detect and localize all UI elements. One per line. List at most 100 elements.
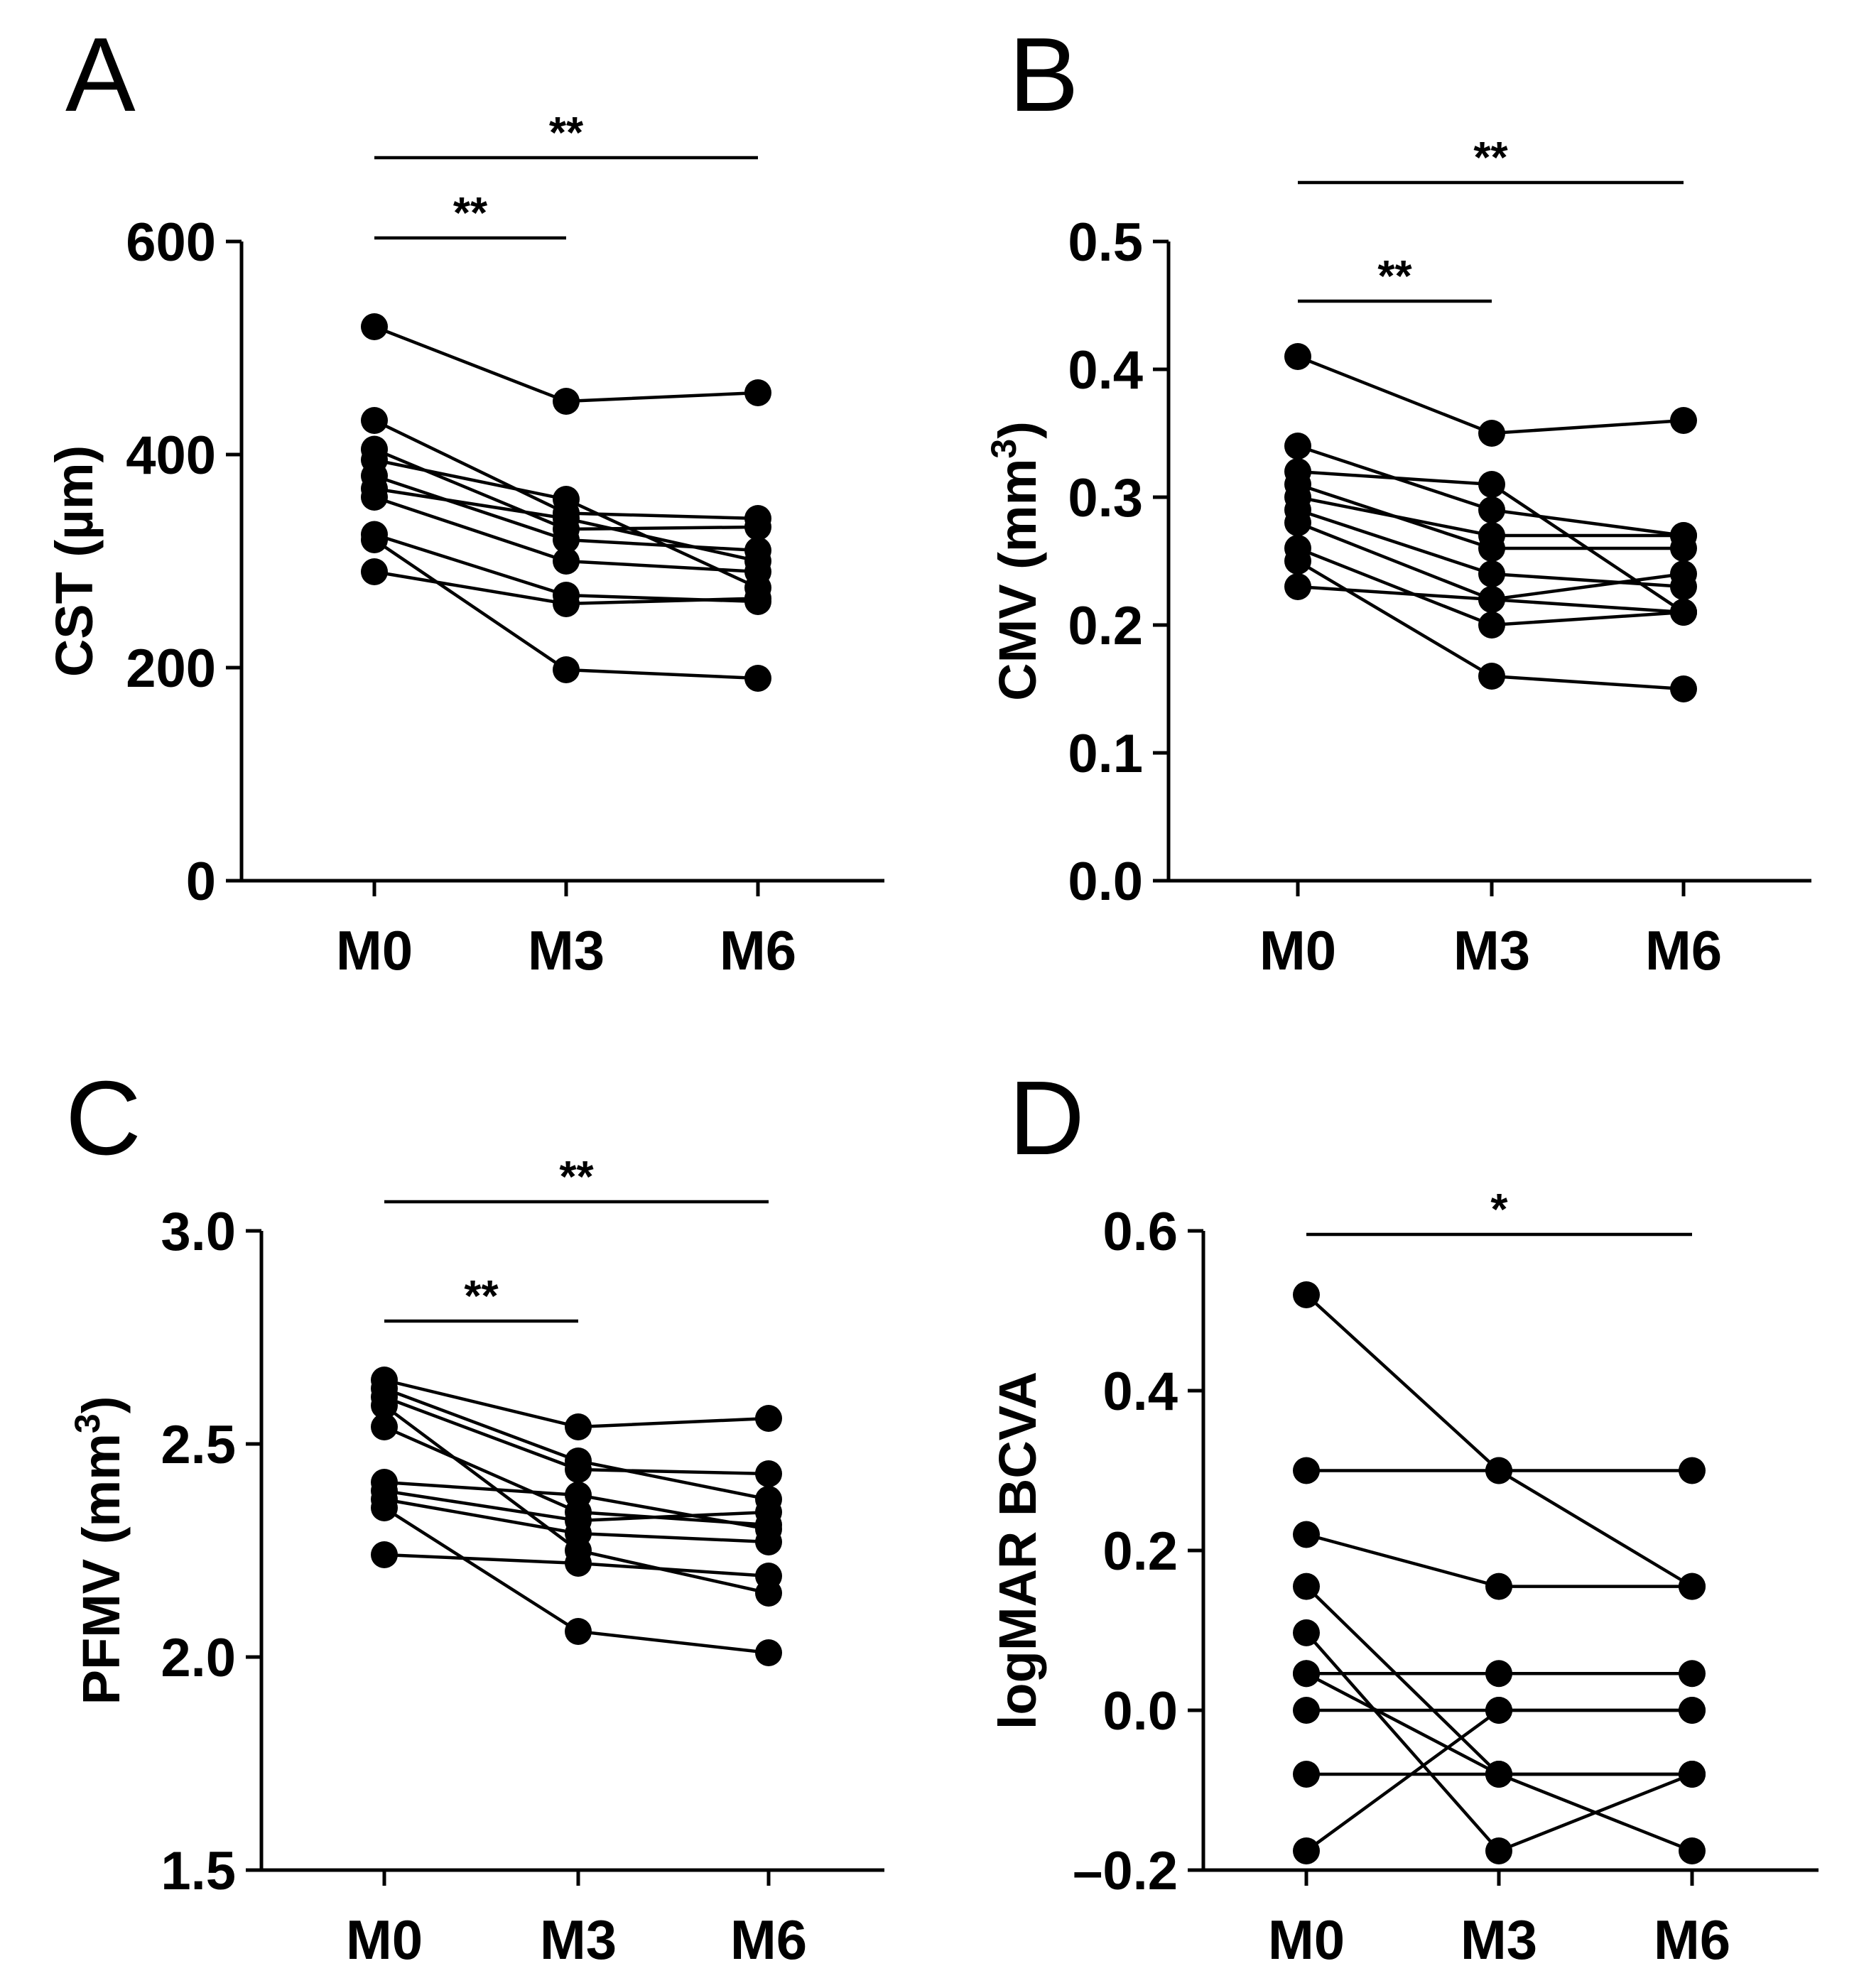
y-tick-label: 2.5 [161, 1415, 236, 1475]
data-point-subject-2 [1485, 1457, 1512, 1484]
data-point-subject-7 [553, 548, 580, 575]
data-point-subject-9 [553, 656, 580, 683]
y-tick-label: 0.4 [1068, 340, 1143, 401]
data-point-subject-4 [371, 1392, 398, 1419]
y-tick-label: 0.6 [1102, 1202, 1178, 1262]
data-point-subject-8 [1679, 1837, 1706, 1864]
data-point-subject-10 [1679, 1697, 1706, 1724]
x-tick-label: M6 [720, 919, 796, 982]
data-point-subject-1 [755, 1405, 782, 1432]
data-point-subject-2 [1293, 1457, 1320, 1484]
data-point-subject-9 [755, 1639, 782, 1666]
y-tick-label: 0.0 [1068, 852, 1143, 912]
data-point-subject-1 [553, 388, 580, 415]
data-point-subject-1 [1478, 420, 1505, 447]
data-point-subject-2 [1478, 496, 1505, 523]
data-point-subject-3 [1485, 1573, 1512, 1600]
y-tick-label: 0.0 [1102, 1681, 1178, 1742]
data-point-subject-5 [1485, 1837, 1512, 1864]
data-point-subject-3 [755, 1460, 782, 1487]
data-point-subject-10 [755, 1563, 782, 1590]
x-tick-label: M6 [1654, 1908, 1730, 1971]
x-tick-label: M6 [1645, 919, 1722, 982]
data-point-subject-8 [565, 1520, 592, 1547]
data-point-subject-10 [744, 585, 771, 612]
y-tick-label: 0.2 [1102, 1521, 1178, 1582]
significance-label: ** [559, 1153, 594, 1202]
data-point-subject-5 [553, 526, 580, 553]
y-axis-title: PFMV (mm3) [67, 1396, 131, 1705]
data-point-subject-5 [1478, 522, 1505, 549]
data-point-subject-6 [1679, 1660, 1706, 1688]
y-tick-label: 0 [186, 852, 216, 912]
data-point-subject-10 [553, 590, 580, 617]
data-point-subject-6 [1485, 1660, 1512, 1688]
y-axis-title: CMV (mm3) [984, 421, 1047, 701]
y-tick-label: 0.5 [1068, 212, 1143, 273]
data-point-subject-8 [1478, 612, 1505, 639]
panel-letter-a: A [65, 16, 136, 134]
data-point-subject-5 [1670, 522, 1697, 549]
y-tick-label: 400 [126, 425, 216, 486]
data-point-subject-9 [1485, 1761, 1512, 1788]
y-tick-label: 3.0 [161, 1202, 236, 1262]
panel-c: C 1.5 2.0 2.5 3.0 M0 M3 M6 PFMV (mm3) ** ** [65, 1060, 884, 1971]
x-tick-label: M0 [1268, 1908, 1345, 1971]
x-tick-label: M6 [730, 1908, 807, 1971]
data-point-subject-1 [744, 379, 771, 406]
data-point-subject-10 [1284, 573, 1311, 600]
data-point-subject-10 [1478, 586, 1505, 613]
data-point-subject-2 [1284, 433, 1311, 460]
data-point-subject-4 [553, 486, 580, 513]
data-point-subject-6 [1478, 560, 1505, 587]
data-point-subject-10 [565, 1550, 592, 1577]
y-tick-label: 0.3 [1068, 468, 1143, 528]
data-point-subject-9 [744, 665, 771, 692]
data-point-subject-9 [1293, 1761, 1320, 1788]
x-tick-label: M0 [346, 1908, 423, 1971]
x-tick-label: M3 [540, 1908, 617, 1971]
data-point-subject-6 [553, 505, 580, 532]
data-point-subject-3 [565, 1456, 592, 1483]
series-line-subject-1 [1305, 1293, 1693, 1588]
y-tick-label: 0.1 [1068, 724, 1143, 784]
data-point-subject-7 [1284, 509, 1311, 536]
significance-label: ** [549, 109, 584, 158]
data-point-subject-7 [755, 1499, 782, 1526]
significance-label: ** [453, 189, 488, 238]
data-point-subject-9 [1670, 675, 1697, 702]
data-point-subject-4 [1293, 1573, 1320, 1600]
data-point-subject-9 [1284, 548, 1311, 575]
x-tick-label: M0 [336, 919, 413, 982]
data-point-subject-9 [361, 526, 388, 553]
data-point-subject-9 [1478, 663, 1505, 690]
data-point-subject-1 [1293, 1281, 1320, 1308]
data-point-subject-6 [565, 1482, 592, 1509]
data-point-subject-1 [565, 1413, 592, 1440]
panel-a: A 0 200 400 600 M0 M3 M6 CST (µm) ** ** [45, 16, 884, 982]
panel-d: D –0.2 0.0 0.2 0.4 0.6 M0 M3 M6 logMAR BCVA * [988, 1060, 1819, 1971]
y-tick-label: –0.2 [1073, 1841, 1178, 1901]
data-point-subject-3 [1478, 471, 1505, 498]
data-point-subject-10 [1293, 1837, 1320, 1864]
significance-label: ** [464, 1272, 499, 1321]
data-point-subject-9 [565, 1618, 592, 1645]
panel-letter-d: D [1009, 1060, 1085, 1177]
significance-label: ** [1377, 252, 1412, 301]
y-tick-label: 200 [126, 639, 216, 699]
data-point-subject-8 [1293, 1660, 1320, 1688]
panel-letter-c: C [65, 1060, 141, 1177]
y-tick-label: 2.0 [161, 1628, 236, 1688]
data-point-subject-7 [361, 484, 388, 511]
data-point-subject-10 [1485, 1697, 1512, 1724]
data-point-subject-8 [755, 1528, 782, 1555]
x-tick-label: M0 [1259, 919, 1336, 982]
panel-letter-b: B [1009, 16, 1079, 134]
y-tick-label: 0.2 [1068, 596, 1143, 656]
data-point-subject-3 [744, 514, 771, 541]
significance-label: * [1490, 1185, 1508, 1234]
data-point-subject-1 [361, 313, 388, 340]
y-tick-label: 600 [126, 212, 216, 273]
y-tick-label: 1.5 [161, 1841, 236, 1901]
